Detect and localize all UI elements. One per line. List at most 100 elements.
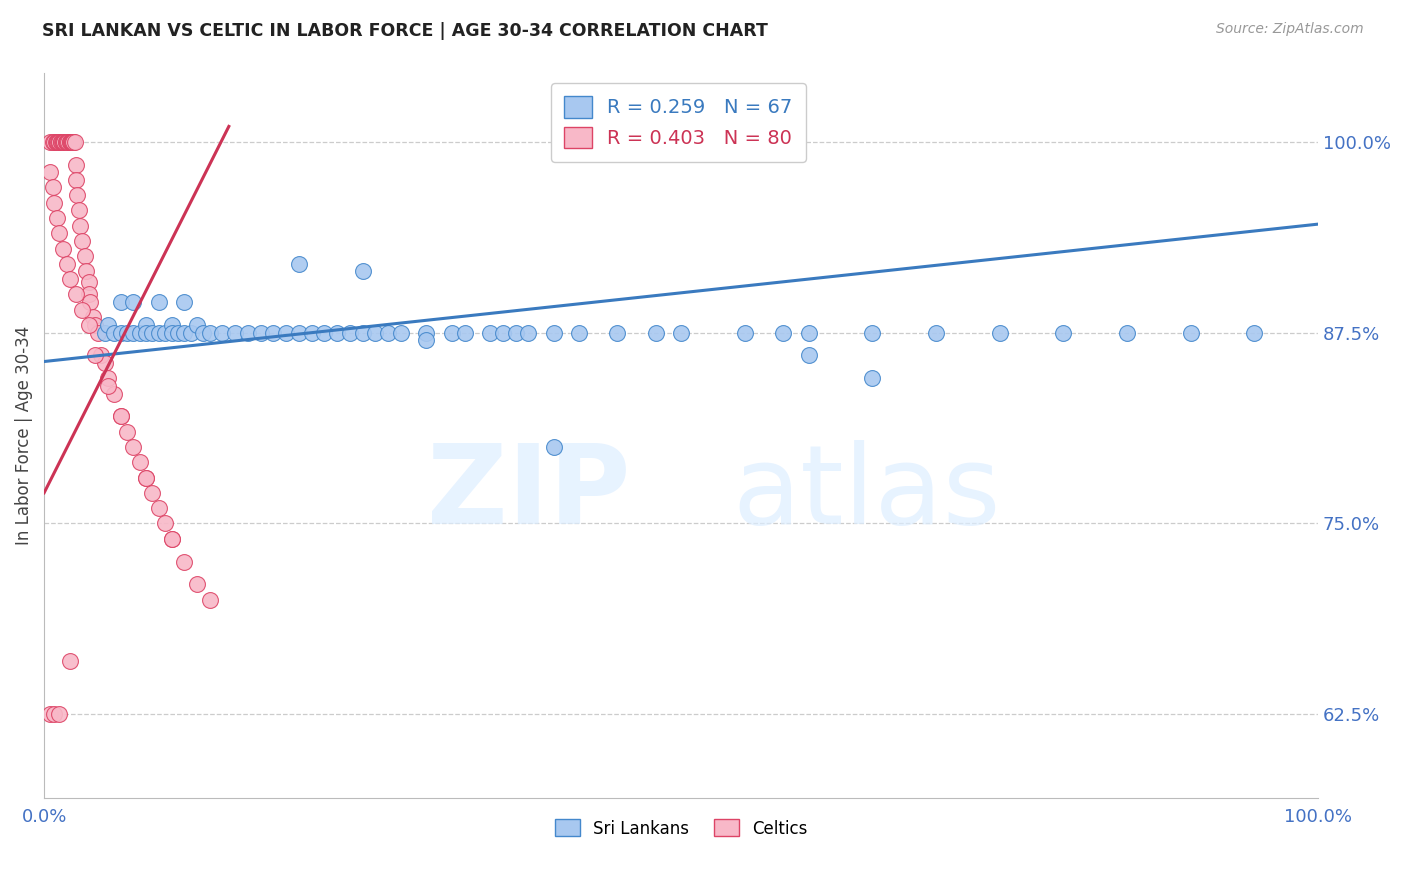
Point	[988, 326, 1011, 340]
Point	[517, 326, 540, 340]
Point	[141, 326, 163, 340]
Point	[65, 173, 87, 187]
Y-axis label: In Labor Force | Age 30-34: In Labor Force | Age 30-34	[15, 326, 32, 545]
Point	[72, 302, 94, 317]
Text: atlas: atlas	[733, 440, 1001, 547]
Point	[45, 135, 67, 149]
Point	[82, 310, 104, 325]
Point	[44, 135, 66, 149]
Point	[122, 326, 145, 340]
Point	[173, 295, 195, 310]
Point	[53, 135, 76, 149]
Point	[69, 219, 91, 233]
Point	[364, 326, 387, 340]
Point	[339, 326, 361, 340]
Point	[63, 135, 86, 149]
Point	[860, 326, 883, 340]
Point	[55, 135, 77, 149]
Point	[505, 326, 527, 340]
Text: ZIP: ZIP	[427, 440, 630, 547]
Point	[128, 326, 150, 340]
Point	[160, 532, 183, 546]
Point	[48, 707, 70, 722]
Point	[352, 326, 374, 340]
Point	[53, 135, 76, 149]
Point	[84, 348, 107, 362]
Point	[797, 326, 820, 340]
Point	[45, 135, 67, 149]
Point	[58, 135, 80, 149]
Point	[77, 318, 100, 332]
Point	[1180, 326, 1202, 340]
Point	[48, 135, 70, 149]
Text: SRI LANKAN VS CELTIC IN LABOR FORCE | AGE 30-34 CORRELATION CHART: SRI LANKAN VS CELTIC IN LABOR FORCE | AG…	[42, 22, 768, 40]
Point	[39, 707, 62, 722]
Point	[52, 135, 75, 149]
Point	[440, 326, 463, 340]
Point	[55, 135, 77, 149]
Point	[167, 326, 190, 340]
Point	[135, 318, 157, 332]
Point	[198, 326, 221, 340]
Point	[644, 326, 666, 340]
Point	[415, 333, 437, 347]
Point	[66, 188, 89, 202]
Point	[193, 326, 215, 340]
Point	[276, 326, 298, 340]
Point	[97, 379, 120, 393]
Point	[77, 275, 100, 289]
Point	[173, 326, 195, 340]
Text: Source: ZipAtlas.com: Source: ZipAtlas.com	[1216, 22, 1364, 37]
Point	[45, 135, 67, 149]
Point	[797, 348, 820, 362]
Point	[115, 425, 138, 439]
Point	[44, 707, 66, 722]
Point	[262, 326, 284, 340]
Point	[56, 135, 79, 149]
Point	[301, 326, 323, 340]
Point	[94, 326, 117, 340]
Point	[51, 135, 73, 149]
Point	[122, 295, 145, 310]
Point	[198, 592, 221, 607]
Point	[48, 135, 70, 149]
Point	[568, 326, 591, 340]
Point	[1052, 326, 1074, 340]
Point	[48, 227, 70, 241]
Point	[141, 485, 163, 500]
Point	[77, 287, 100, 301]
Point	[160, 318, 183, 332]
Point	[606, 326, 628, 340]
Point	[97, 371, 120, 385]
Point	[56, 135, 79, 149]
Point	[84, 318, 107, 332]
Point	[314, 326, 336, 340]
Point	[669, 326, 692, 340]
Point	[49, 135, 72, 149]
Point	[39, 135, 62, 149]
Point	[543, 440, 565, 454]
Point	[59, 135, 82, 149]
Point	[236, 326, 259, 340]
Point	[115, 326, 138, 340]
Point	[110, 295, 132, 310]
Point	[160, 326, 183, 340]
Point	[110, 409, 132, 424]
Point	[734, 326, 756, 340]
Point	[135, 326, 157, 340]
Point	[211, 326, 233, 340]
Point	[160, 532, 183, 546]
Point	[62, 135, 84, 149]
Point	[415, 326, 437, 340]
Point	[543, 326, 565, 340]
Point	[75, 264, 97, 278]
Point	[492, 326, 515, 340]
Point	[97, 318, 120, 332]
Point	[1116, 326, 1139, 340]
Point	[186, 318, 208, 332]
Point	[49, 135, 72, 149]
Point	[58, 135, 80, 149]
Point	[860, 371, 883, 385]
Point	[60, 135, 83, 149]
Point	[65, 158, 87, 172]
